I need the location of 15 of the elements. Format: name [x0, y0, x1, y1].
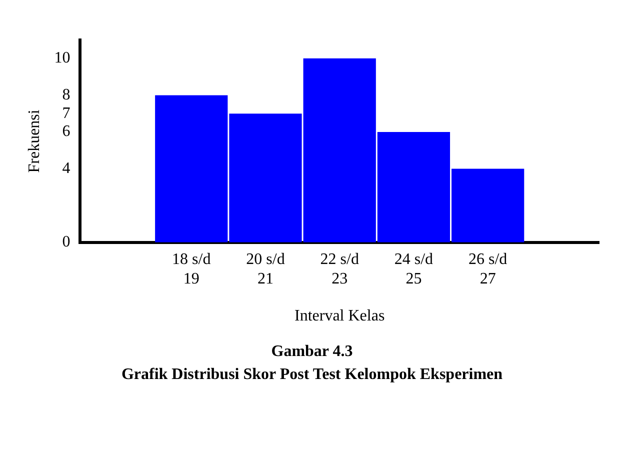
x-tick-label: 20 s/d 21: [246, 251, 285, 288]
y-tick-label: 8: [62, 86, 70, 104]
y-tick-label: 0: [62, 234, 70, 251]
y-tick-label: 6: [62, 123, 70, 140]
x-tick-label: 26 s/d 27: [468, 251, 508, 288]
x-tick-label: 18 s/d 19: [172, 251, 211, 288]
text: Grafik Distribusi Skor Post Test Kelompok Eksperimen: [120, 366, 504, 384]
y-tick-label: 7: [62, 104, 70, 122]
x-tick-label: 22 s/d 23: [320, 251, 359, 288]
y-tick-label: 4: [62, 160, 70, 178]
y-axis-title: Frekuensi: [26, 109, 43, 173]
y-tick-label: 10: [54, 50, 70, 67]
text: Gambar 4.3: [270, 343, 354, 361]
x-axis-title: Interval Kelas: [294, 308, 385, 325]
x-tick-label: 24 s/d 25: [394, 251, 434, 288]
